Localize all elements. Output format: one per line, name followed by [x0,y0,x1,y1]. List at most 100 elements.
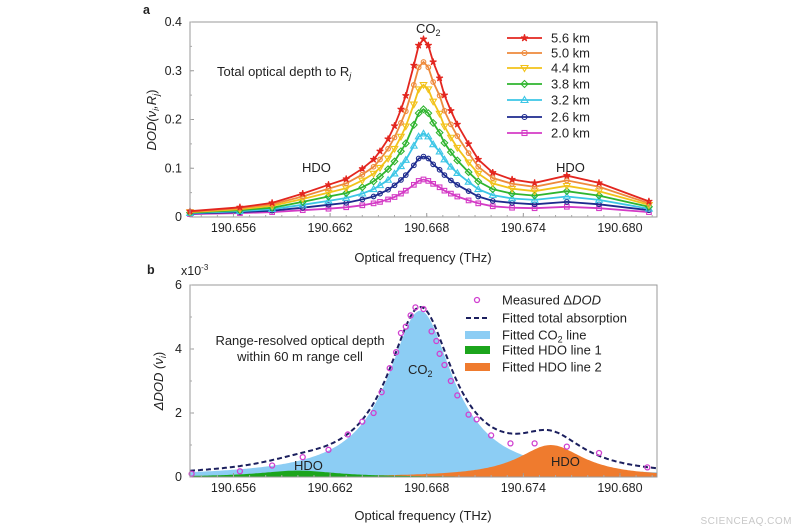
star-marker [390,122,399,130]
legend-swatch [465,331,490,339]
star-marker [415,41,423,49]
legend-label: Measured ΔDOD [502,293,601,308]
diamond-marker [401,139,410,148]
legend-item: 5.0 km [507,46,590,61]
square-marker [465,197,472,204]
circle-marker [370,163,377,170]
measured-point [447,377,455,385]
series-5-6-km [186,35,653,215]
star-marker [268,199,276,207]
legend-item-hdo-line-1: Fitted HDO line 1 [465,343,602,358]
circle-marker [377,190,383,197]
legend-item-co2-fit: Fitted CO2 line [465,328,587,345]
circle-marker [448,177,454,184]
triangle-up-marker [324,196,333,204]
triangle-down-marker [390,145,399,154]
legend-item: 4.4 km [507,61,590,76]
panel-b-legend: Measured ΔDOD Fitted total absorption Fitt… [465,293,627,375]
y-tick-label: 4 [175,342,182,356]
square-marker [596,205,602,212]
diamond-marker [446,148,455,157]
triangle-up-marker [520,95,529,104]
triangle-down-marker [324,189,333,198]
circle-marker [454,181,461,188]
legend-swatch [465,363,490,371]
y-tick-label: 0.1 [165,161,182,175]
square-marker [402,187,409,194]
triangle-down-marker [464,159,473,167]
triangle-down-marker [453,144,462,153]
measured-point [563,443,570,450]
diamond-marker [419,105,428,114]
diamond-marker [429,118,438,127]
measured-point [436,350,443,357]
legend-swatch [465,346,490,354]
circle-marker [436,92,443,99]
circle-marker [370,193,377,200]
star-marker [299,189,307,197]
measured-point [595,449,603,457]
triangle-down-marker [428,98,438,106]
measured-point [454,392,461,399]
triangle-up-marker [383,175,393,183]
triangle-up-marker [488,190,498,198]
circle-marker [398,120,404,126]
diamond-marker [409,120,418,129]
diamond-marker [488,185,497,194]
y-tick-label: 0.4 [165,15,182,29]
diamond-marker [453,156,462,165]
measured-point [359,418,366,425]
triangle-down-marker [446,134,456,142]
hdo-line-2-fit-area [190,445,657,477]
triangle-up-marker [428,139,438,148]
y-tick-label: 0.2 [165,113,182,127]
star-marker [370,155,378,163]
star-marker [453,120,461,128]
square-marker [410,181,417,188]
diamond-marker [464,168,473,177]
star-marker [424,41,432,49]
circle-marker [425,155,432,162]
panel-a-hdo-left-label: HDO [302,160,331,175]
triangle-up-marker [562,192,572,200]
star-marker [645,197,653,205]
legend-item: 2.0 km [507,126,590,141]
triangle-up-marker [390,169,399,177]
star-marker [342,175,350,183]
triangle-up-marker [409,141,419,149]
triangle-up-marker [375,180,385,189]
triangle-down-marker [383,155,393,163]
measured-point [188,470,195,477]
y-tick-label: 0 [175,210,182,224]
triangle-down-marker [396,133,406,141]
square-marker [377,199,383,205]
circle-marker [454,133,461,139]
measured-point [433,337,440,345]
square-marker [436,184,443,191]
x-tick-label: 190.668 [404,481,449,495]
square-marker [441,187,448,194]
measured-point [268,462,276,469]
measured-point [299,454,306,461]
triangle-down-marker [488,180,498,188]
square-marker [325,205,332,212]
diamond-marker [507,189,517,198]
panel-b-y-axis-label: ΔDOD (νi) [151,352,168,411]
circle-marker [509,181,515,187]
square-marker [489,203,496,210]
legend-marker [473,296,481,304]
triangle-up-marker [507,194,517,202]
legend-item: 3.8 km [507,77,590,92]
star-marker [410,61,418,69]
legend-label: 3.2 km [551,93,590,108]
panel-b-axes: 190.656 190.662 190.668 190.674 190.680 0 2 4 6 [175,278,653,495]
legend-label: 5.0 km [551,46,590,61]
circle-marker [475,193,482,200]
star-marker [489,168,497,176]
circle-marker [489,198,496,204]
circle-marker [441,107,448,114]
triangle-up-marker [594,195,604,203]
square-marker [391,194,398,200]
diamond-marker [644,202,654,211]
diamond-marker [375,172,385,181]
